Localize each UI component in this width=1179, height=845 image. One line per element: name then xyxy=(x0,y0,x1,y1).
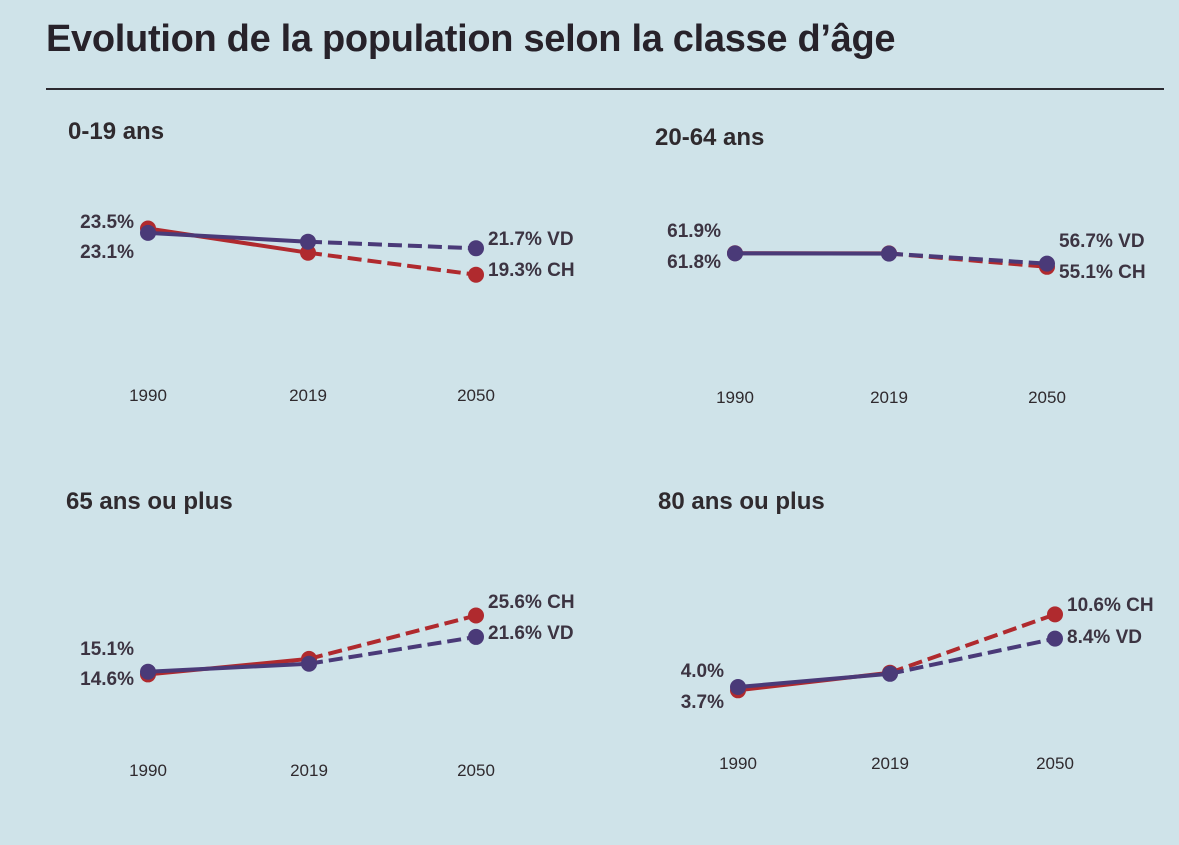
start-label-top: 4.0% xyxy=(681,661,724,682)
data-point-vd-2019 xyxy=(881,245,897,262)
data-point-vd-1990 xyxy=(727,245,743,262)
data-point-vd-1990 xyxy=(140,663,156,680)
data-point-ch-2050 xyxy=(1047,606,1063,623)
panel-title: 65 ans ou plus xyxy=(66,488,233,515)
x-tick-label: 2050 xyxy=(1036,754,1074,773)
data-point-vd-2019 xyxy=(300,233,316,250)
x-tick-label: 2050 xyxy=(1028,388,1066,407)
chart-panel-65-plus: 65 ans ou plus 1990 2019 2050 15.1% 14.6% 25.… xyxy=(66,488,626,818)
series-line-vd xyxy=(737,671,891,689)
series-line-vd xyxy=(308,634,477,666)
end-label-bottom: 8.4% VD xyxy=(1067,627,1142,648)
x-tick-label: 2050 xyxy=(457,761,495,780)
end-label-bottom: 55.1% CH xyxy=(1059,262,1146,283)
end-label-bottom: 21.6% VD xyxy=(488,623,574,644)
x-tick-label: 2019 xyxy=(289,386,327,405)
data-point-ch-2050 xyxy=(468,607,484,624)
chart-panel-80-plus: 80 ans ou plus 1990 2019 2050 4.0% 3.7% 10.6%… xyxy=(658,488,1179,818)
chart-panel-0-19: 0-19 ans 1990 2019 2050 23.5% 23.1% 21.7% VD 1… xyxy=(68,118,628,448)
x-tick-label: 1990 xyxy=(719,754,757,773)
start-label-bottom: 61.8% xyxy=(667,252,721,273)
panel-title: 20-64 ans xyxy=(655,124,765,151)
x-tick-label: 1990 xyxy=(716,388,754,407)
start-label-bottom: 14.6% xyxy=(80,669,134,690)
series-line-ch xyxy=(307,250,477,277)
end-label-top: 25.6% CH xyxy=(488,592,575,613)
chart-panel-20-64: 20-64 ans 1990 2019 2050 61.9% 61.8% 56.7% VD… xyxy=(655,124,1179,454)
data-point-vd-1990 xyxy=(730,679,746,695)
series-line-vd xyxy=(307,239,477,251)
line-chart-65-plus: 1990 2019 2050 15.1% 14.6% 25.6% CH 21.6% VD xyxy=(80,592,575,780)
series-line-vd xyxy=(889,636,1056,676)
end-label-top: 10.6% CH xyxy=(1067,595,1154,616)
data-point-ch-2019 xyxy=(300,244,316,261)
x-tick-label: 1990 xyxy=(129,386,167,405)
panel-title: 0-19 ans xyxy=(68,118,165,145)
line-chart-0-19: 1990 2019 2050 23.5% 23.1% 21.7% VD 19.3% CH xyxy=(80,212,575,405)
line-chart-80-plus: 1990 2019 2050 4.0% 3.7% 10.6% CH 8.4% VD xyxy=(681,595,1154,773)
x-tick-label: 2019 xyxy=(870,388,908,407)
data-point-vd-2050 xyxy=(1039,255,1055,272)
start-label-top: 23.5% xyxy=(80,212,134,233)
data-point-vd-2050 xyxy=(468,628,484,645)
x-tick-label: 2019 xyxy=(290,761,328,780)
end-label-top: 56.7% VD xyxy=(1059,231,1145,252)
data-point-vd-2050 xyxy=(1047,630,1063,647)
start-label-top: 61.9% xyxy=(667,221,721,242)
x-tick-label: 2019 xyxy=(871,754,909,773)
start-label-bottom: 3.7% xyxy=(681,692,724,713)
series-line-vd xyxy=(147,230,309,244)
data-point-vd-1990 xyxy=(140,224,156,241)
series-line-ch xyxy=(308,613,477,661)
title-divider xyxy=(46,88,1164,90)
page-title: Evolution de la population selon la clas… xyxy=(46,18,896,60)
series-line-ch xyxy=(889,612,1056,675)
end-label-top: 21.7% VD xyxy=(488,229,574,250)
start-label-top: 15.1% xyxy=(80,639,134,660)
data-point-vd-2050 xyxy=(468,240,484,257)
line-chart-20-64: 1990 2019 2050 61.9% 61.8% 56.7% VD 55.1% CH xyxy=(667,221,1146,407)
x-tick-label: 2050 xyxy=(457,386,495,405)
end-label-bottom: 19.3% CH xyxy=(488,260,575,281)
x-tick-label: 1990 xyxy=(129,761,167,780)
series-line-vd xyxy=(147,661,310,674)
data-point-vd-2019 xyxy=(301,655,317,672)
series-line-vd xyxy=(888,251,1048,266)
start-label-bottom: 23.1% xyxy=(80,242,134,263)
data-point-ch-2050 xyxy=(468,266,484,283)
data-point-vd-2019 xyxy=(882,665,898,682)
panel-title: 80 ans ou plus xyxy=(658,488,825,515)
